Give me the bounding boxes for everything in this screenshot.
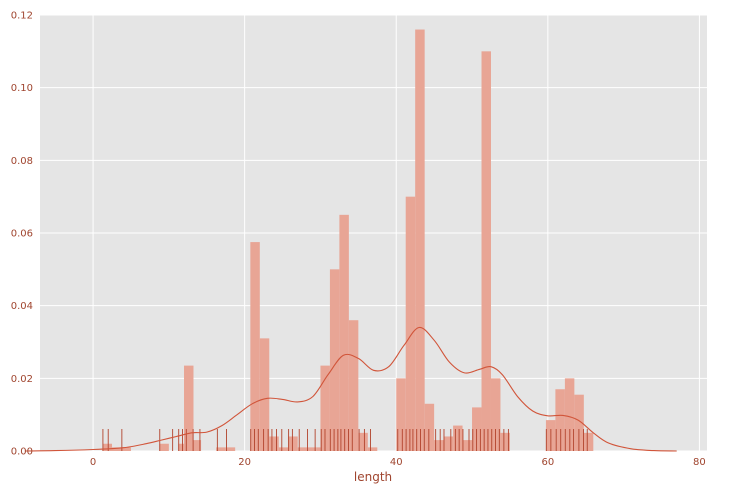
histogram-bar: [424, 403, 435, 451]
histogram-bar: [320, 365, 330, 451]
histogram-bar: [500, 432, 510, 451]
y-tick-label: 0.10: [11, 83, 33, 94]
histogram-bar: [278, 447, 289, 451]
x-tick-label: 0: [90, 457, 96, 468]
histogram-bar: [481, 51, 491, 451]
histogram-bar: [225, 447, 236, 451]
y-tick-label: 0.00: [11, 447, 33, 458]
histogram-bar: [102, 443, 113, 451]
histogram-bar: [297, 447, 308, 451]
histogram-bar: [216, 447, 226, 451]
histogram-bar: [121, 447, 131, 451]
x-tick-label: 80: [693, 457, 706, 468]
histogram-bar: [555, 389, 565, 451]
x-axis-label: length: [354, 470, 392, 484]
x-tick-label: 40: [390, 457, 403, 468]
x-tick-labels: 0 20 40 60 80: [90, 457, 706, 468]
histogram-bar: [358, 432, 368, 451]
histogram-bar: [490, 378, 501, 451]
y-tick-label: 0.02: [11, 374, 33, 385]
histogram-bars: [102, 29, 594, 452]
histogram-bar: [184, 365, 194, 451]
y-tick-labels: 0.00 0.02 0.04 0.06 0.08 0.10 0.12: [11, 11, 33, 458]
histogram-bar: [453, 425, 463, 451]
histogram-bar: [250, 242, 260, 451]
histogram-bar: [288, 436, 298, 451]
histogram-bar: [367, 447, 378, 451]
y-tick-label: 0.04: [11, 301, 33, 312]
histogram-bar: [112, 447, 122, 451]
histogram-bar: [564, 378, 575, 451]
kde-line: [24, 326, 677, 452]
x-tick-label: 60: [541, 457, 554, 468]
histogram-bar: [178, 443, 188, 451]
histogram-bar: [339, 214, 349, 451]
histogram-bar: [583, 432, 594, 451]
y-tick-label: 0.12: [11, 11, 33, 22]
histogram-bar: [269, 436, 279, 451]
histogram-bar: [443, 436, 454, 451]
histogram-bar: [348, 320, 359, 451]
histogram-bar: [405, 196, 416, 451]
histogram-bar: [574, 394, 584, 451]
y-tick-label: 0.06: [11, 229, 33, 240]
histogram-bar: [329, 269, 340, 451]
x-tick-label: 20: [238, 457, 251, 468]
histogram-bar: [434, 440, 444, 451]
histogram-bar: [396, 378, 406, 451]
rug-marks: [102, 429, 588, 451]
histogram-bar: [415, 29, 425, 452]
y-tick-label: 0.08: [11, 156, 33, 167]
histogram-bar: [191, 440, 202, 451]
histogram-bar: [307, 447, 317, 451]
histogram-bar: [159, 443, 169, 451]
histogram-bar: [462, 440, 473, 451]
histogram-bar: [259, 338, 270, 451]
